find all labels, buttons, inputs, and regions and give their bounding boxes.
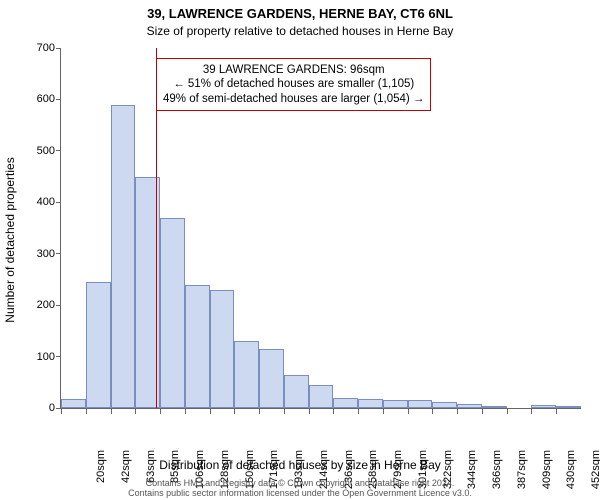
y-tick-label: 0 <box>21 402 55 414</box>
x-axis-label: Distribution of detached houses by size … <box>0 458 600 472</box>
histogram-bar <box>234 341 259 408</box>
y-axis-label: Number of detached properties <box>3 60 17 420</box>
x-tick-mark <box>457 408 458 414</box>
histogram-bar <box>111 105 136 408</box>
y-tick-label: 200 <box>21 299 55 311</box>
histogram-bar <box>383 400 408 408</box>
x-tick-mark <box>507 408 508 414</box>
histogram-bar <box>210 290 235 408</box>
footnote-line-1: Contains HM Land Registry data © Crown c… <box>146 478 455 488</box>
annotation-line: ← 51% of detached houses are smaller (1,… <box>163 77 424 91</box>
y-tick-mark <box>56 48 61 49</box>
x-tick-mark <box>185 408 186 414</box>
y-tick-label: 500 <box>21 145 55 157</box>
histogram-bar <box>160 218 185 408</box>
chart-title-address: 39, LAWRENCE GARDENS, HERNE BAY, CT6 6NL <box>0 6 600 21</box>
annotation-box: 39 LAWRENCE GARDENS: 96sqm← 51% of detac… <box>156 58 431 111</box>
histogram-bar <box>333 398 358 408</box>
x-tick-mark <box>135 408 136 414</box>
histogram-bar <box>556 406 581 408</box>
x-tick-mark <box>210 408 211 414</box>
x-tick-mark <box>61 408 62 414</box>
footnote-line-2: Contains public sector information licen… <box>128 488 472 498</box>
y-tick-label: 400 <box>21 196 55 208</box>
y-tick-label: 300 <box>21 248 55 260</box>
x-tick-mark <box>531 408 532 414</box>
property-size-histogram: 39, LAWRENCE GARDENS, HERNE BAY, CT6 6NL… <box>0 0 600 500</box>
x-tick-mark <box>482 408 483 414</box>
y-tick-mark <box>56 253 61 254</box>
y-tick-mark <box>56 305 61 306</box>
histogram-bar <box>432 402 457 408</box>
x-tick-mark <box>160 408 161 414</box>
x-tick-mark <box>86 408 87 414</box>
chart-subtitle: Size of property relative to detached ho… <box>0 24 600 38</box>
annotation-line: 39 LAWRENCE GARDENS: 96sqm <box>163 63 424 77</box>
histogram-bar <box>61 399 86 408</box>
y-tick-mark <box>56 202 61 203</box>
histogram-bar <box>408 400 433 408</box>
histogram-bar <box>259 349 284 408</box>
histogram-bar <box>358 399 383 408</box>
annotation-line: 49% of semi-detached houses are larger (… <box>163 92 424 106</box>
x-tick-mark <box>556 408 557 414</box>
x-tick-mark <box>383 408 384 414</box>
x-tick-mark <box>333 408 334 414</box>
x-tick-mark <box>408 408 409 414</box>
x-tick-mark <box>234 408 235 414</box>
histogram-bar <box>185 285 210 408</box>
y-tick-label: 600 <box>21 93 55 105</box>
histogram-bar <box>86 282 111 408</box>
x-tick-mark <box>432 408 433 414</box>
y-tick-mark <box>56 150 61 151</box>
y-tick-mark <box>56 99 61 100</box>
x-tick-mark <box>284 408 285 414</box>
x-tick-mark <box>309 408 310 414</box>
y-tick-label: 700 <box>21 42 55 54</box>
chart-footnote: Contains HM Land Registry data © Crown c… <box>0 478 600 498</box>
histogram-bar <box>531 405 556 408</box>
y-tick-mark <box>56 356 61 357</box>
x-tick-mark <box>259 408 260 414</box>
plot-area: 010020030040050060070020sqm42sqm63sqm85s… <box>60 48 581 409</box>
histogram-bar <box>457 404 482 408</box>
x-tick-mark <box>358 408 359 414</box>
histogram-bar <box>482 406 507 408</box>
histogram-bar <box>284 375 309 408</box>
x-tick-mark <box>111 408 112 414</box>
histogram-bar <box>309 385 334 408</box>
y-tick-label: 100 <box>21 351 55 363</box>
